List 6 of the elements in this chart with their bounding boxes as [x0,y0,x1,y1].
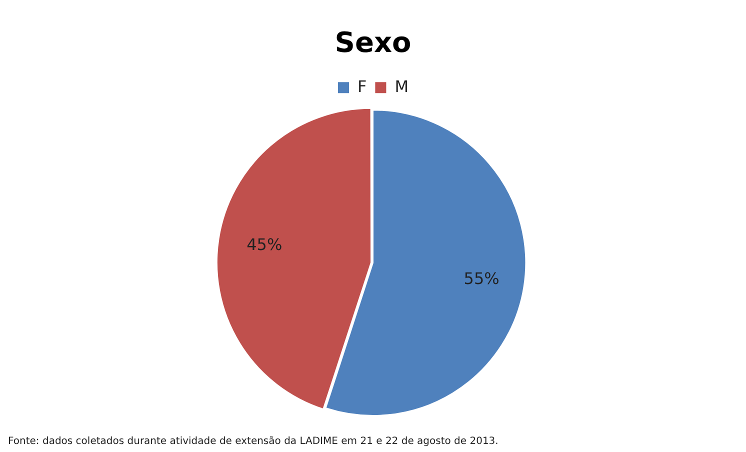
data-label: 45% [246,234,282,254]
legend-label: M [394,76,409,96]
legend-label: F [357,76,367,96]
data-label: 55% [464,269,500,288]
source-note: Fonte: dados coletados durante atividade de extensão da LADIME em 21 e 22 de agosto de 2013. [8,436,498,447]
chart-title: Sexo [334,26,412,60]
